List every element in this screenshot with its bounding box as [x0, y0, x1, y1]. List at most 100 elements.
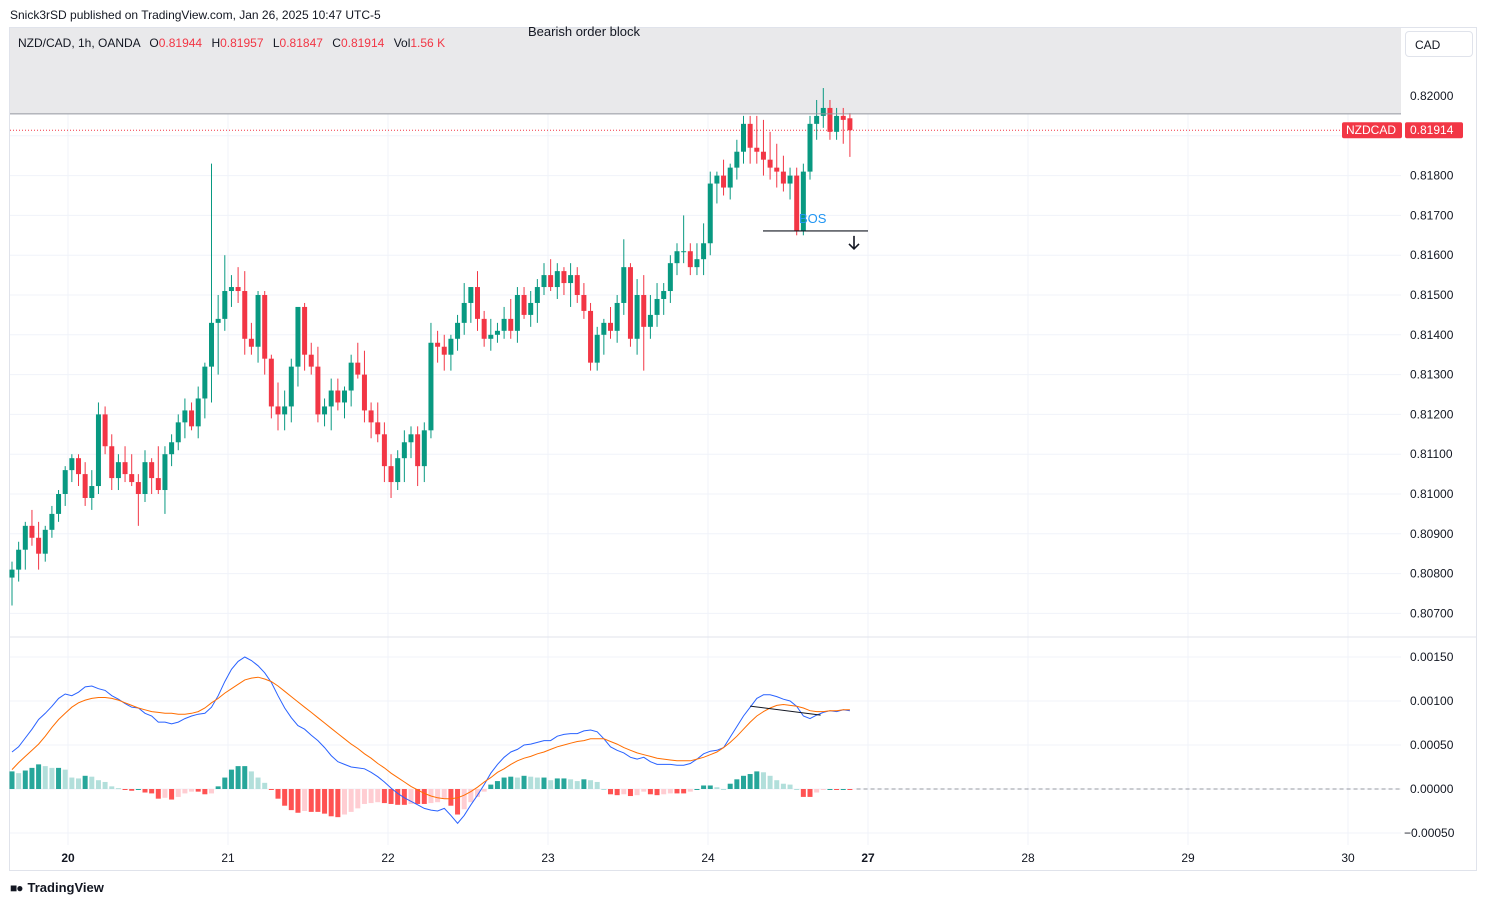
histogram-bar [36, 764, 42, 789]
candle-body [601, 322, 607, 335]
order-block-label: Bearish order block [528, 24, 640, 39]
histogram-bar [202, 789, 208, 795]
candle-body [521, 295, 527, 315]
bearish-order-block-zone[interactable] [10, 28, 1401, 114]
price-tick-label: 0.82000 [1410, 89, 1454, 103]
histogram-bar [641, 789, 647, 792]
histogram-bar [840, 789, 846, 790]
legend-close-value: 0.81914 [340, 36, 385, 50]
candle-body [49, 513, 55, 530]
candle-body [115, 462, 121, 479]
price-tag-value-bg [1405, 122, 1463, 139]
histogram-bar [115, 788, 121, 790]
legend-high-value: 0.81957 [220, 36, 264, 50]
candle-body [308, 354, 314, 367]
histogram-bar [361, 789, 367, 804]
histogram-bar [9, 771, 15, 789]
histogram-bar [774, 780, 780, 789]
tradingview-logo[interactable]: ■● TradingView [10, 880, 104, 895]
candle-body [647, 314, 653, 327]
symbol-legend[interactable]: NZD/CAD, 1h, OANDA O0.81944 H0.81957 L0.… [18, 36, 445, 50]
candle-body [95, 414, 101, 487]
histogram-bar [295, 789, 301, 813]
candle-body [348, 362, 354, 391]
legend-volume-label: Vol [393, 36, 411, 50]
histogram-bar [461, 789, 467, 810]
histogram-bar [255, 777, 261, 789]
histogram-bar [195, 789, 201, 792]
histogram-bar [568, 779, 574, 789]
histogram-bar [767, 775, 773, 789]
histogram-bar [189, 789, 195, 792]
candle-body [408, 434, 414, 443]
histogram-bar [308, 789, 314, 812]
candle-body [9, 569, 15, 578]
candle-body [368, 410, 374, 423]
candle-body [508, 318, 514, 331]
candle-body [608, 322, 613, 331]
candle-body [794, 175, 800, 232]
histogram-bar [42, 766, 48, 789]
candle-body [701, 243, 707, 260]
candle-body [455, 322, 461, 339]
histogram-bar [109, 786, 115, 789]
chart-frame [9, 27, 1477, 871]
histogram-bar [760, 772, 766, 789]
histogram-bar [302, 789, 308, 811]
histogram-bar [415, 789, 421, 804]
candle-body [275, 406, 281, 415]
price-tick-label: 0.80900 [1410, 527, 1454, 541]
candle-body [322, 406, 328, 415]
legend-low-value: 0.81847 [279, 36, 323, 50]
histogram-bar [661, 789, 667, 795]
histogram-bar [328, 789, 334, 817]
candle-body [667, 263, 673, 292]
candle-body [807, 123, 813, 172]
histogram-bar [22, 770, 28, 789]
candle-body [641, 295, 647, 327]
candle-body [242, 291, 248, 339]
candle-body [361, 374, 367, 411]
candle-body [448, 338, 454, 355]
histogram-bar [275, 789, 281, 799]
histogram-bar [814, 789, 820, 793]
legend-symbol[interactable]: NZD/CAD, 1h, OANDA [18, 36, 141, 50]
date-tick-label: 21 [221, 851, 235, 865]
candle-body [481, 318, 487, 339]
candle-body [754, 147, 760, 152]
histogram-bar [155, 789, 161, 799]
legend-high-label: H [211, 36, 221, 50]
candle-body [42, 529, 48, 554]
candle-body [654, 298, 660, 315]
candle-body [727, 167, 733, 188]
price-tick-label: 0.81000 [1410, 487, 1454, 501]
price-tick-label: 0.81300 [1410, 368, 1454, 382]
candle-body [461, 302, 467, 323]
candle-body [109, 446, 115, 479]
histogram-bar [608, 789, 613, 795]
histogram-bar [175, 789, 181, 797]
histogram-bar [102, 781, 108, 789]
histogram-bar [455, 789, 461, 815]
histogram-bar [355, 789, 361, 809]
candle-body [169, 442, 175, 455]
divergence-line[interactable] [750, 705, 821, 716]
price-tick-label: 0.81200 [1410, 407, 1454, 421]
candle-body [262, 295, 268, 359]
date-tick-label: 23 [541, 851, 555, 865]
legend-low-label: L [272, 36, 280, 50]
histogram-bar [581, 779, 587, 789]
macd-tick-label: 0.00150 [1410, 650, 1454, 664]
price-tick-label: 0.81100 [1410, 447, 1453, 461]
histogram-bar [441, 789, 447, 799]
histogram-bar [741, 775, 746, 789]
currency-selector[interactable]: CAD [1405, 31, 1473, 57]
histogram-bar [421, 789, 427, 804]
candle-body [62, 470, 68, 494]
histogram-bar [182, 789, 188, 794]
signal-line [11, 676, 850, 800]
price-tag-value: 0.81914 [1410, 123, 1454, 137]
histogram-bar [69, 777, 75, 789]
histogram-bar [508, 776, 514, 789]
